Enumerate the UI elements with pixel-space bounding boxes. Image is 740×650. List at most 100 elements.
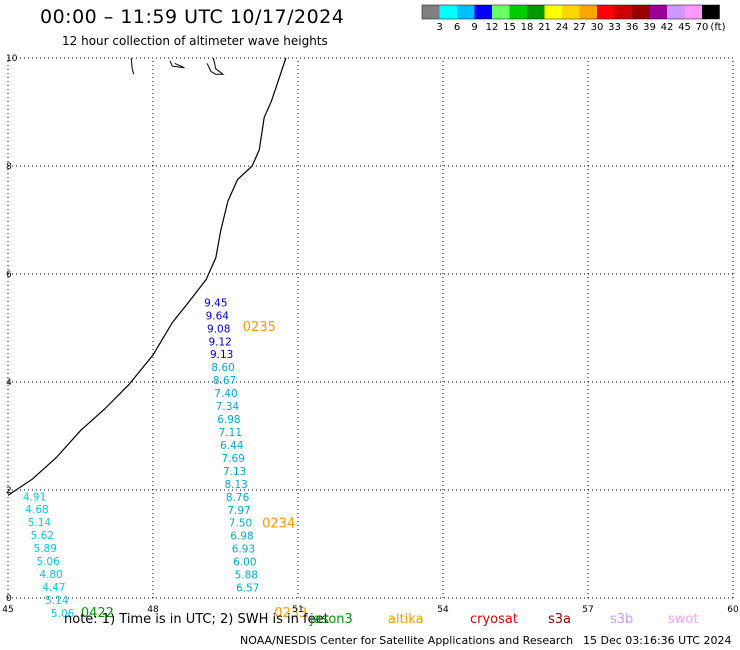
- swh-observation: 9.08: [207, 323, 230, 335]
- color-swatch-3: [474, 5, 492, 19]
- x-tick-label: 57: [582, 605, 593, 615]
- swh-observation: 6.57: [236, 583, 259, 595]
- color-bar-label: 30: [591, 22, 604, 33]
- color-swatch-12: [632, 5, 650, 19]
- page-subtitle: 12 hour collection of altimeter wave hei…: [62, 34, 328, 48]
- swh-observation: 5.06: [36, 556, 60, 568]
- coastline: [7, 57, 287, 496]
- swh-observation: 6.98: [217, 414, 240, 426]
- color-swatch-8: [562, 5, 580, 19]
- color-swatch-0: [422, 5, 440, 19]
- swh-observation: 6.00: [233, 557, 256, 569]
- swh-observation: 6.93: [232, 544, 255, 556]
- color-swatch-4: [492, 5, 510, 19]
- color-bar-label: 24: [556, 22, 569, 33]
- y-tick-label: 6: [6, 270, 12, 280]
- swh-observation: 7.97: [227, 505, 250, 517]
- y-tick-label: 0: [6, 594, 12, 604]
- legend-s3a: s3a: [548, 612, 572, 627]
- swh-observation: 6.44: [220, 440, 244, 452]
- legend-cryosat: cryosat: [470, 612, 518, 627]
- swh-observation: 4.68: [25, 504, 48, 516]
- axis-tick-labels: 45 48 51 54 57 60 0 2 4 6 8 10: [2, 54, 739, 615]
- color-swatch-14: [667, 5, 685, 19]
- color-swatch-13: [649, 5, 667, 19]
- swh-observation: 7.34: [216, 401, 240, 413]
- color-swatch-2: [457, 5, 475, 19]
- pass-time-labels: 0235 0234 0233 0422: [81, 320, 307, 621]
- legend-s3b: s3b: [610, 612, 634, 627]
- y-tick-label: 4: [6, 378, 12, 388]
- pass-time-label: 0235: [243, 320, 276, 335]
- swh-observation: 7.40: [214, 388, 237, 400]
- swh-observation: 5.62: [31, 530, 54, 542]
- swh-observation: 4.91: [23, 491, 46, 503]
- swh-observation: 8.60: [211, 362, 234, 374]
- swh-observation: 8.13: [224, 479, 247, 491]
- color-bar-label: 15: [503, 22, 516, 33]
- swh-observation: 8.76: [226, 492, 250, 504]
- color-bar-label: 42: [661, 22, 674, 33]
- color-bar-label: 45: [678, 22, 691, 33]
- color-bar-label: 21: [538, 22, 551, 33]
- y-tick-label: 2: [6, 486, 12, 496]
- x-tick-label: 45: [2, 605, 13, 615]
- color-bar-label: 18: [521, 22, 534, 33]
- swh-observation: 7.11: [219, 427, 242, 439]
- wave-height-map: 9.459.649.089.129.138.608.677.407.346.98…: [2, 54, 739, 621]
- swh-observation: 9.45: [204, 297, 227, 309]
- color-swatch-9: [579, 5, 597, 19]
- swh-observation: 7.50: [229, 518, 252, 530]
- swh-observation: 4.80: [39, 569, 62, 581]
- color-bar-label: 36: [626, 22, 639, 33]
- x-tick-label: 48: [147, 605, 159, 615]
- footer-credit: NOAA/NESDIS Center for Satellite Applica…: [240, 634, 574, 647]
- footer-timestamp: 15 Dec 03:16:36 UTC 2024: [583, 634, 732, 647]
- color-bar-label: 3: [436, 22, 442, 33]
- swh-observation: 5.14: [45, 595, 69, 607]
- map-grid: [7, 57, 734, 599]
- color-bar-label: 70: [696, 22, 709, 33]
- wave-height-observations: 9.459.649.089.129.138.608.677.407.346.98…: [23, 297, 260, 620]
- x-tick-label: 51: [292, 605, 303, 615]
- legend-jason3: jason3: [310, 612, 353, 627]
- page-title: 00:00 – 11:59 UTC 10/17/2024: [40, 6, 345, 28]
- color-swatch-10: [597, 5, 615, 19]
- y-tick-label: 8: [6, 162, 12, 172]
- swh-observation: 5.88: [235, 570, 258, 582]
- color-bar-label: 9: [471, 22, 477, 33]
- swh-observation: 9.12: [208, 336, 231, 348]
- color-swatch-7: [544, 5, 562, 19]
- swh-observation: 7.69: [222, 453, 245, 465]
- pass-time-label: 0422: [81, 606, 114, 621]
- island-coast-1: [130, 57, 135, 75]
- color-swatch-6: [527, 5, 545, 19]
- color-bar-frame: [421, 4, 720, 20]
- color-bar-unit: (ft): [710, 22, 725, 33]
- color-swatch-15: [684, 5, 702, 19]
- color-scale-bar: 3 6 9 12 15 18 21 24 27 30 33 36 39 42 45 70 (ft): [421, 4, 726, 33]
- footer-note: note: 1) Time is in UTC; 2) SWH is in fe…: [64, 612, 329, 627]
- coastline-somalia: [7, 57, 287, 496]
- color-swatch-1: [439, 5, 457, 19]
- color-swatch-11: [614, 5, 632, 19]
- pass-time-label: 0234: [262, 516, 295, 531]
- x-tick-label: 54: [437, 605, 449, 615]
- color-bar-label: 6: [454, 22, 460, 33]
- color-swatch-5: [509, 5, 527, 19]
- legend-swot: swot: [668, 612, 699, 627]
- swh-observation: 7.13: [223, 466, 246, 478]
- color-swatch-16: [702, 5, 720, 19]
- swh-observation: 9.64: [206, 310, 230, 322]
- x-tick-label: 60: [727, 605, 739, 615]
- swh-observation: 5.14: [28, 517, 52, 529]
- pass-time-label: 0233: [274, 606, 307, 621]
- y-tick-label: 10: [6, 54, 18, 64]
- swh-observation: 4.47: [42, 582, 65, 594]
- color-bar-label: 33: [608, 22, 621, 33]
- island-coast-3: [206, 57, 225, 75]
- swh-observation: 9.13: [210, 349, 233, 361]
- swh-observation: 5.06: [51, 608, 75, 620]
- swh-observation: 6.98: [230, 531, 253, 543]
